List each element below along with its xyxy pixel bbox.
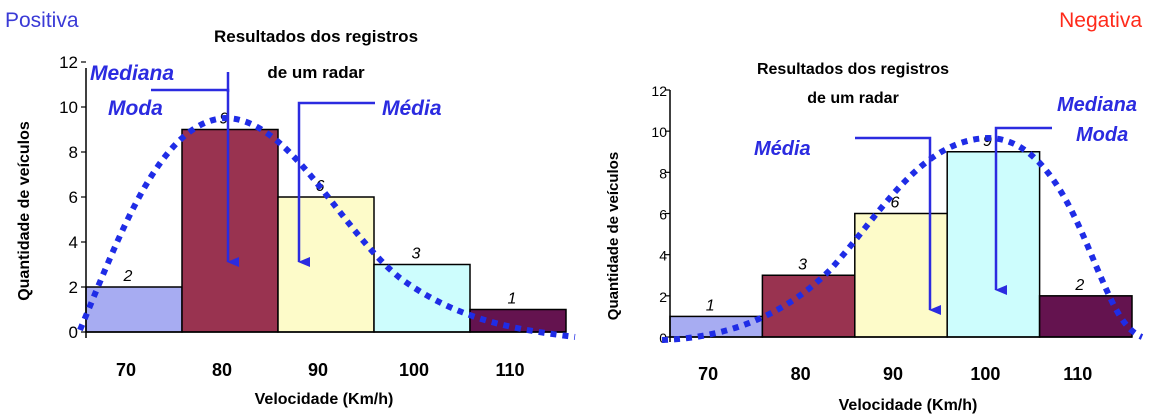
y-tick-label: 2 [659,289,667,305]
annotation-media: Média [382,97,442,120]
bar-70 [669,315,764,338]
data-label: 3 [412,246,421,263]
bar-90 [277,196,375,333]
data-label: 2 [1074,277,1084,294]
x-category-label: 70 [698,364,718,384]
y-tick-label: 10 [59,98,78,117]
data-label: 2 [123,268,133,285]
y-tick-label: 2 [69,278,78,297]
chart-title-line-2: de um radar [807,90,899,107]
media-arrow [855,136,941,315]
x-category-label: 70 [116,360,136,380]
y-tick-label: 8 [69,143,78,162]
x-axis-label: Velocidade (Km/h) [839,397,978,414]
x-category-label: 100 [970,364,1000,384]
bar-110 [1038,295,1133,338]
corner-label-negativa: Negativa [1059,9,1142,32]
bar-90 [854,212,948,338]
annotation-mediana: Mediana [1057,94,1137,116]
bar-80 [181,128,279,333]
x-axis-label: Velocidade (Km/h) [255,391,394,408]
data-label: 1 [508,291,517,308]
bar-100 [373,263,471,333]
distribution-curve [661,134,1144,343]
x-category-label: 110 [495,360,524,380]
y-tick-label: 12 [651,83,667,99]
y-ticks: 0 2 4 6 8 10 12 [59,53,86,342]
chart-title-line-2: de um radar [267,63,365,82]
data-label: 1 [706,297,715,314]
mediana-moda-arrow [994,126,1052,295]
y-tick-label: 12 [59,53,78,72]
y-tick-label: 4 [659,248,667,264]
chart-negativa: Negativa Resultados dos registros de um … [605,9,1144,414]
data-label: 3 [798,256,807,273]
annotation-mediana: Mediana [90,62,174,85]
x-categories: 70 80 90 100 110 [116,360,525,380]
annotation-moda: Moda [1076,124,1128,146]
y-tick-label: 6 [659,207,667,223]
x-category-label: 80 [212,360,232,380]
data-labels: 1 3 6 9 2 [706,133,1085,315]
chart-positiva: Positiva Resultados dos registros de um … [5,9,576,408]
bar-80 [761,274,856,338]
corner-label-positiva: Positiva [5,9,79,32]
chart-title-line-1: Resultados dos registros [757,61,949,78]
x-category-label: 100 [399,360,429,380]
media-arrow [297,101,375,267]
y-tick-label: 10 [651,124,667,140]
y-axis-label: Quantidade de veículos [605,152,622,320]
bars [85,128,567,333]
x-category-label: 90 [308,360,328,380]
y-tick-label: 6 [69,188,78,207]
distribution-curve [77,114,576,340]
x-category-label: 110 [1063,364,1092,384]
data-label: 9 [983,133,992,150]
x-category-label: 90 [883,364,903,384]
x-category-label: 80 [791,364,811,384]
y-axis-label: Quantidade de veículos [16,121,33,301]
x-categories: 70 80 90 100 110 [698,364,1092,384]
bar-70 [85,286,183,333]
annotation-moda: Moda [108,97,163,120]
chart-title-line-1: Resultados dos registros [214,27,418,46]
annotation-media: Média [754,138,811,160]
y-tick-label: 0 [69,323,78,342]
bar-100 [946,151,1041,338]
bars [669,151,1133,338]
data-label: 6 [891,195,900,212]
y-tick-label: 8 [659,165,667,181]
y-tick-label: 4 [69,233,78,252]
